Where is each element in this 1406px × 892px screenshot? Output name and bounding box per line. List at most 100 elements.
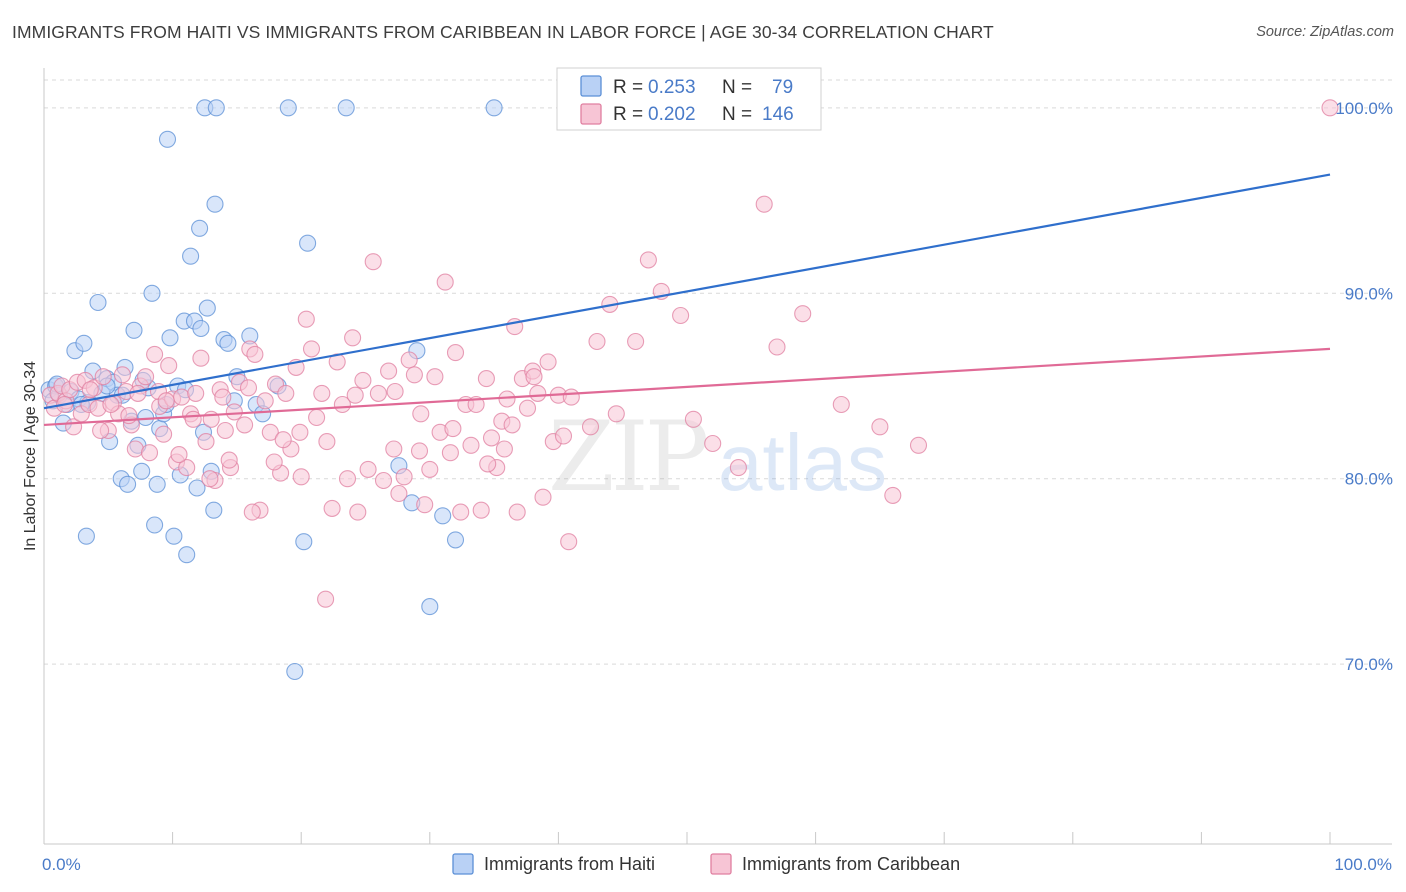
axes <box>43 68 1392 845</box>
haiti-point <box>119 475 137 493</box>
haiti-point <box>146 516 164 534</box>
caribbean-point <box>871 418 889 436</box>
caribbean-point <box>126 440 144 458</box>
caribbean-point <box>274 431 292 449</box>
haiti-point <box>77 527 95 545</box>
caribbean-point <box>292 468 310 486</box>
caribbean-point <box>157 392 175 410</box>
caribbean-point <box>137 368 155 386</box>
caribbean-point <box>243 503 261 521</box>
haiti-point <box>219 334 237 352</box>
legend-n-value-haiti: 79 <box>772 77 793 98</box>
caribbean-point <box>884 486 902 504</box>
caribbean-point <box>302 340 321 358</box>
caribbean-point <box>405 366 423 384</box>
caribbean-point <box>261 423 279 441</box>
caribbean-point <box>672 306 690 325</box>
legend-r-label-caribbean: R = <box>613 104 643 125</box>
caribbean-point <box>346 386 364 404</box>
caribbean-point <box>380 362 398 380</box>
caribbean-point <box>192 349 210 367</box>
caribbean-point <box>354 371 372 389</box>
caribbean-point <box>539 353 557 371</box>
caribbean-point <box>140 444 159 462</box>
haiti-point <box>206 195 224 213</box>
trend-lines <box>43 173 1331 427</box>
caribbean-point <box>562 388 580 406</box>
bottom-legend-label-haiti: Immigrants from Haiti <box>484 854 655 874</box>
caribbean-point <box>518 399 537 417</box>
legend-n-label-caribbean: N = <box>722 104 752 125</box>
haiti-point <box>191 219 209 237</box>
caribbean-point <box>113 366 131 384</box>
bottom-legend-swatch-haiti <box>452 853 474 875</box>
caribbean-point <box>462 436 480 454</box>
haiti-point <box>133 462 151 480</box>
watermark-atlas: atlas <box>718 418 887 507</box>
legend-r-value-caribbean: 0.202 <box>648 104 696 125</box>
caribbean-point <box>239 379 258 397</box>
haiti-point <box>161 329 179 347</box>
legend-n-value-caribbean: 146 <box>762 104 794 125</box>
x-tick-marks <box>43 832 1331 844</box>
caribbean-point <box>560 533 578 551</box>
caribbean-point <box>412 405 430 423</box>
caribbean-point <box>390 484 408 503</box>
y-tick-label: 70.0% <box>1345 655 1393 674</box>
caribbean-point <box>146 345 164 363</box>
caribbean-point <box>214 388 232 406</box>
haiti-point <box>143 284 161 302</box>
caribbean-point <box>369 384 387 402</box>
caribbean-point <box>627 332 645 351</box>
haiti-point <box>198 299 216 317</box>
legend-swatch-caribbean <box>580 103 602 125</box>
caribbean-point <box>704 434 722 453</box>
caribbean-point <box>173 388 191 406</box>
caribbean-point <box>444 420 462 438</box>
caribbean-point <box>395 468 413 486</box>
haiti-point <box>205 501 223 519</box>
caribbean-point <box>178 459 196 477</box>
haiti-point <box>182 247 200 265</box>
haiti-point <box>446 531 465 549</box>
caribbean-point <box>344 329 362 347</box>
caribbean-point <box>477 370 495 388</box>
caribbean-point <box>359 460 377 478</box>
caribbean-point <box>529 384 547 402</box>
caribbean-point <box>92 421 110 440</box>
caribbean-point <box>639 251 657 269</box>
caribbean-point <box>81 381 99 399</box>
caribbean-point <box>313 384 331 402</box>
haiti-point <box>421 598 439 616</box>
caribbean-point <box>318 433 336 451</box>
y-tick-label: 100.0% <box>1335 99 1393 118</box>
haiti-point <box>165 527 183 545</box>
caribbean-point <box>479 455 497 473</box>
haiti-point <box>279 99 297 117</box>
caribbean-point <box>832 395 850 414</box>
caribbean-point <box>794 305 812 323</box>
watermark-zip: ZIP <box>548 401 707 513</box>
x-tick-label-min: 0.0% <box>42 855 81 874</box>
trend-line-caribbean <box>43 347 1331 427</box>
legend-r-value-haiti: 0.253 <box>648 77 696 98</box>
caribbean-point <box>94 368 112 386</box>
caribbean-point <box>277 384 295 402</box>
caribbean-point <box>472 501 490 519</box>
caribbean-point <box>452 503 470 521</box>
caribbean-point <box>102 395 120 414</box>
caribbean-point <box>416 496 434 514</box>
x-tick-label-max: 100.0% <box>1334 855 1392 874</box>
legend-n-label-haiti: N = <box>722 77 752 98</box>
haiti-point <box>148 475 166 493</box>
caribbean-point <box>216 421 234 440</box>
caribbean-point <box>160 357 178 375</box>
haiti-point <box>158 130 177 148</box>
caribbean-point <box>317 590 335 608</box>
haiti-point <box>434 507 452 525</box>
caribbean-point <box>441 444 459 462</box>
stats-legend: R = 0.253 N = 79 R = 0.202 N = 146 <box>556 67 822 131</box>
haiti-point <box>178 546 196 564</box>
watermark: ZIP atlas <box>548 401 887 513</box>
